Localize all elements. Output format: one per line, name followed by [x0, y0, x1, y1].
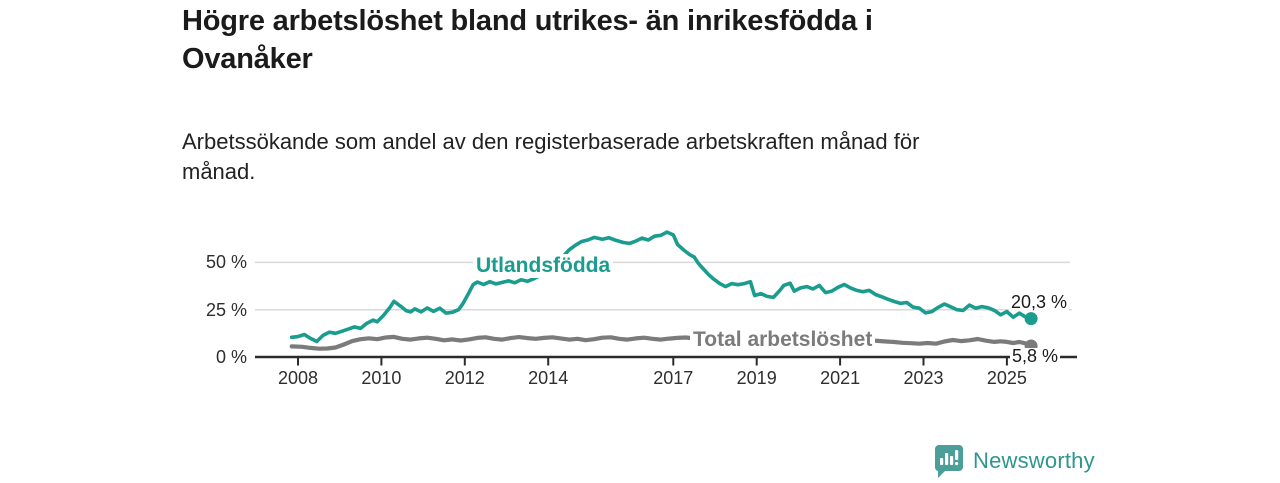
newsworthy-chart-bubble-icon — [933, 444, 964, 478]
end-value-utlandsfodda: 20,3 % — [1009, 292, 1070, 312]
x-tick-label: 2021 — [820, 368, 861, 388]
x-tick-label: 2010 — [361, 368, 402, 388]
page-title: Högre arbetslöshet bland utrikes- än inr… — [182, 2, 1062, 78]
y-tick-label-0: 0 % — [215, 347, 247, 367]
x-tick-label: 2023 — [903, 368, 944, 388]
series-line-total — [289, 334, 1034, 351]
series-label-utlandsfodda: Utlandsfödda — [473, 254, 614, 278]
end-dot-utlandsfodda — [1024, 312, 1038, 326]
x-tick-label: 2014 — [528, 368, 569, 388]
chart-subtitle: Arbetssökande som andel av den registerb… — [182, 127, 1082, 187]
x-tick-label: 2017 — [653, 368, 694, 388]
x-tick-label: 2025 — [986, 368, 1027, 388]
series-line-utlandsfodda — [289, 230, 1033, 344]
subtitle-line-2: månad. — [182, 159, 256, 184]
newsworthy-brand: Newsworthy — [933, 444, 1095, 478]
y-tick-label-50: 50 % — [205, 252, 247, 272]
x-tick-marks — [297, 357, 1008, 366]
brand-wordmark: Newsworthy — [973, 448, 1095, 473]
x-tick-label: 2019 — [736, 368, 777, 388]
x-tick-label: 2012 — [444, 368, 485, 388]
end-value-total: 5,8 % — [1010, 346, 1061, 366]
title-line-2: Ovanåker — [182, 43, 313, 75]
series-label-total: Total arbetslöshet — [690, 328, 876, 352]
subtitle-line-1: Arbetssökande som andel av den registerb… — [182, 129, 920, 154]
title-line-1: Högre arbetslöshet bland utrikes- än inr… — [182, 5, 873, 37]
x-tick-label: 2008 — [277, 368, 319, 388]
y-tick-label-25: 25 % — [205, 300, 247, 320]
